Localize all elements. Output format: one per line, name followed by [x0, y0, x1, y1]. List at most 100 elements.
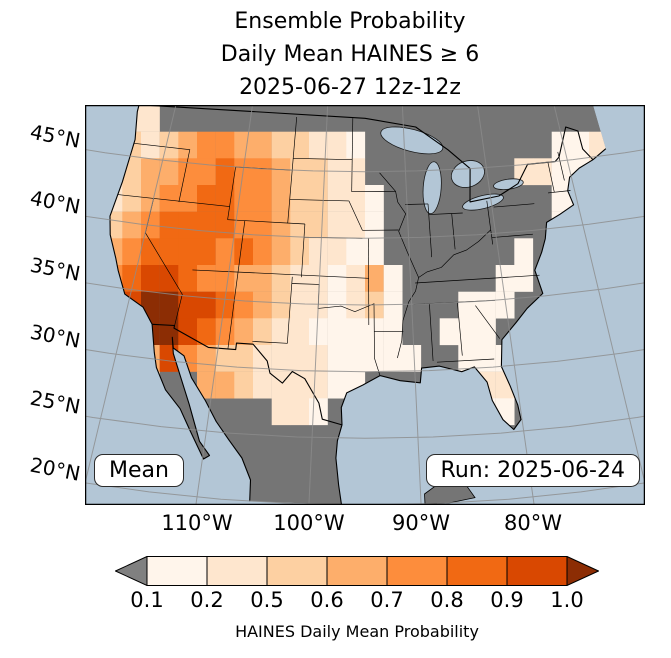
- parallel-gridline: [85, 348, 645, 373]
- probability-cell: [514, 265, 534, 292]
- parallel-gridline: [85, 282, 645, 306]
- state-border: [547, 162, 555, 193]
- parallel-gridline: [85, 149, 645, 173]
- colorbar-tick-label: 0.5: [250, 588, 284, 612]
- probability-cell: [290, 265, 310, 292]
- probability-cell: [327, 345, 347, 372]
- probability-cell: [365, 265, 384, 292]
- probability-cell: [159, 158, 179, 186]
- probability-cell: [458, 291, 478, 319]
- state-border: [418, 229, 491, 278]
- meridian-gridline: [476, 105, 535, 505]
- meridian-gridline: [401, 105, 422, 505]
- probability-cell: [271, 211, 291, 239]
- probability-cell: [178, 291, 198, 319]
- probability-cell: [290, 318, 310, 346]
- lat-axis-label: 20°N: [28, 452, 83, 486]
- probability-cell: [271, 345, 291, 372]
- probability-cell: [215, 291, 235, 319]
- probability-cell: [327, 371, 347, 399]
- lon-axis-label: 110°W: [161, 511, 233, 535]
- probability-cell: [253, 265, 272, 292]
- state-border: [289, 199, 349, 202]
- probability-cell: [327, 238, 347, 266]
- probability-cell: [234, 238, 254, 266]
- probability-cell: [178, 158, 198, 186]
- colorbar-over-arrow: [566, 556, 599, 586]
- probability-cell: [309, 131, 328, 159]
- probability-cell: [290, 398, 310, 426]
- probability-cell: [271, 371, 291, 399]
- great-lake: [422, 161, 442, 215]
- probability-cell: [178, 265, 198, 292]
- lat-axis-label: 40°N: [28, 185, 83, 220]
- title-line-3: 2025-06-27 12z-12z: [239, 75, 461, 100]
- title-line-1: Ensemble Probability: [234, 9, 466, 34]
- probability-cell: [290, 211, 310, 239]
- probability-cell: [271, 185, 291, 212]
- probability-cell: [495, 265, 515, 292]
- probability-cell: [365, 238, 384, 266]
- probability-cell: [197, 238, 216, 266]
- probability-cell: [327, 131, 347, 159]
- graticule: [85, 105, 645, 505]
- colorbar-tick-label: 0.6: [310, 588, 344, 612]
- colorbar-tick-label: 0.9: [490, 588, 524, 612]
- probability-cell: [327, 211, 347, 239]
- probability-cell: [477, 291, 496, 319]
- state-border: [475, 305, 500, 339]
- meridian-gridline: [195, 105, 254, 505]
- probability-cell: [197, 371, 216, 399]
- map-frame: [85, 105, 645, 505]
- probability-cell: [290, 345, 310, 372]
- state-border: [405, 203, 429, 205]
- great-lake: [380, 126, 444, 155]
- state-border: [451, 213, 456, 250]
- probability-cell: [122, 211, 142, 239]
- probability-cell: [159, 131, 179, 159]
- probability-cell: [253, 211, 272, 239]
- probability-cell: [327, 265, 347, 292]
- probability-cell: [253, 318, 272, 346]
- probability-cell: [215, 238, 235, 266]
- probability-cell: [215, 371, 235, 399]
- coastline-pacific: [109, 105, 252, 502]
- probability-cell: [234, 211, 254, 239]
- probability-cell: [215, 131, 235, 159]
- probability-cell: [383, 265, 403, 292]
- probability-cell: [327, 291, 347, 319]
- state-border: [351, 118, 354, 192]
- great-lake: [462, 193, 504, 211]
- colorbar: [115, 556, 599, 586]
- state-border: [133, 142, 191, 203]
- probability-cell: [122, 265, 142, 292]
- colorbar-tick-label: 0.7: [370, 588, 404, 612]
- probability-cell: [197, 158, 216, 186]
- probability-cell: [346, 211, 366, 239]
- probability-cell: [253, 371, 272, 399]
- state-border: [457, 302, 463, 356]
- mean-annotation-box: Mean: [94, 454, 184, 487]
- meridian-gridline: [85, 105, 177, 486]
- probability-cell: [253, 291, 272, 319]
- probability-cell: [290, 238, 310, 266]
- colorbar-segment: [266, 556, 328, 586]
- probability-cell: [234, 131, 254, 159]
- state-border: [436, 358, 495, 363]
- probability-cell: [271, 238, 291, 266]
- lat-axis-label: 35°N: [28, 252, 83, 286]
- parallel-gridline: [85, 415, 645, 439]
- probability-cell: [253, 345, 272, 372]
- probability-cell: [458, 345, 478, 372]
- probability-cell: [197, 211, 216, 239]
- meridian-gridline: [553, 105, 645, 486]
- probability-cell: [197, 345, 216, 372]
- probability-cell: [122, 238, 142, 266]
- probability-cell: [215, 345, 235, 372]
- probability-cell: [309, 345, 328, 372]
- probability-cell: [477, 318, 496, 346]
- probability-cell: [346, 345, 366, 372]
- probability-cell: [346, 131, 366, 159]
- probability-cell: [290, 131, 310, 159]
- state-border: [493, 203, 535, 208]
